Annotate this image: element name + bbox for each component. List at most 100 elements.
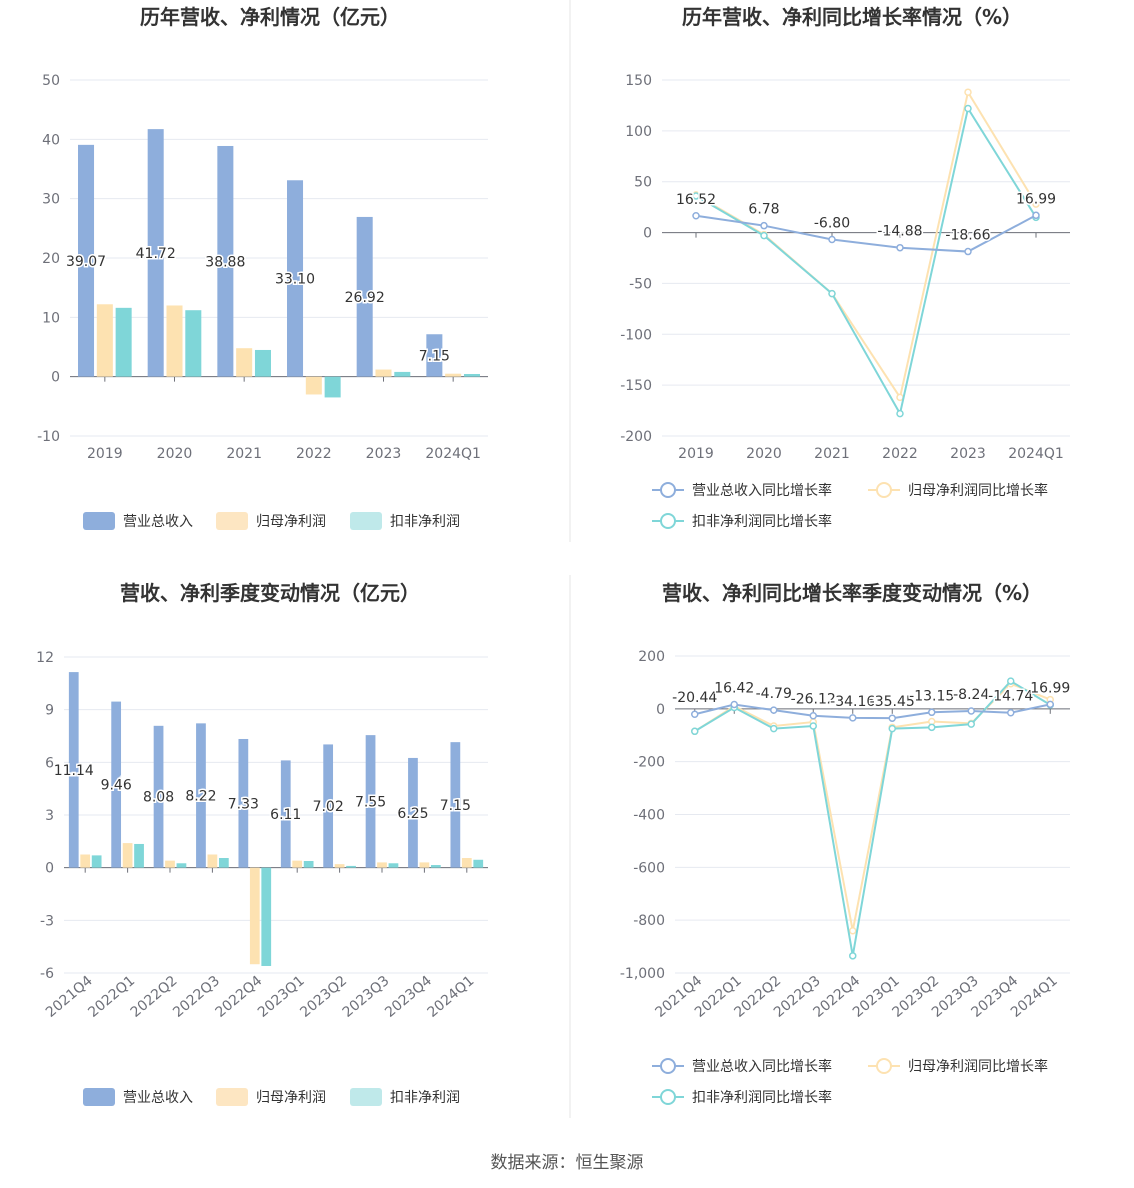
chart1-data-label: -14.88	[877, 224, 922, 240]
chart1-category-label: 2019	[678, 446, 714, 462]
chart1-category-label: 2021	[814, 446, 850, 462]
chart0-category-label: 2023	[366, 446, 402, 462]
chart1-data-label: 16.52	[676, 192, 716, 208]
chart0-bar-parent-profit	[166, 305, 183, 377]
chart0-legend-swatch	[350, 512, 382, 530]
chart2-bar-deducted-profit	[218, 858, 229, 868]
chart2-bar-deducted-profit	[303, 860, 314, 868]
chart3-legend-label: 归母净利润同比增长率	[908, 1058, 1048, 1075]
chart0-category-label: 2022	[296, 446, 332, 462]
chart2-bar-deducted-profit	[430, 865, 441, 868]
chart3-data-label: -35.45	[870, 694, 915, 710]
chart1-point-revenue	[896, 243, 904, 252]
chart2-bar-revenue	[196, 723, 206, 868]
chart2-bar-revenue	[153, 725, 164, 868]
chart3-ytick-label: 0	[656, 702, 665, 718]
chart3-point-revenue	[1046, 700, 1054, 709]
chart3-legend-label: 扣非净利润同比增长率	[692, 1089, 832, 1106]
chart2-data-label: 8.08	[143, 790, 174, 806]
chart2-bar-deducted-profit	[473, 859, 484, 868]
chart2-category-label: 2022Q3	[170, 973, 223, 1021]
chart3-point-parent-profit	[849, 926, 857, 935]
chart3-ytick-label: -400	[633, 808, 665, 824]
chart1-point-parent-profit	[896, 393, 904, 402]
chart3-data-label: 16.99	[1030, 680, 1070, 696]
chart3-legend-marker	[660, 1058, 676, 1074]
chart3-line-revenue	[694, 703, 1051, 720]
chart1-point-deducted-profit	[964, 104, 972, 113]
chart1-data-label: -6.80	[814, 215, 850, 231]
chart0-data-label: 26.92	[345, 290, 385, 306]
chart0-ytick-label: -10	[37, 429, 60, 445]
chart1-ytick-label: 0	[643, 226, 652, 242]
source-note: 数据来源：恒生聚源	[491, 1153, 644, 1173]
chart3-point-revenue	[967, 707, 975, 715]
chart2-bar-deducted-profit	[388, 863, 399, 868]
chart3-data-label: -34.16	[830, 694, 875, 710]
chart1-ytick-label: -50	[629, 276, 652, 292]
chart0-category-label: 2024Q1	[425, 446, 481, 462]
chart1-ytick-label: 100	[625, 124, 652, 140]
chart2-title: 营收、净利季度变动情况（亿元）	[120, 581, 420, 605]
chart1-line-parent-profit	[695, 89, 1037, 400]
chart2-bar-parent-profit	[377, 862, 387, 868]
chart2-bar-revenue	[408, 757, 418, 868]
chart2-legend-label: 扣非净利润	[390, 1090, 460, 1106]
chart0-legend-label: 归母净利润	[256, 513, 326, 530]
chart3-ytick-label: 200	[638, 649, 665, 665]
chart3-point-revenue	[888, 714, 896, 722]
chart1-ytick-label: -100	[620, 327, 652, 343]
chart2-ytick-label: -6	[40, 966, 54, 982]
chart0-legend-swatch	[216, 512, 248, 530]
chart3-point-deducted-profit	[967, 720, 975, 728]
chart3-point-deducted-profit	[691, 727, 699, 736]
chart0-bar-deducted-profit	[185, 310, 202, 377]
chart2-bar-parent-profit	[122, 843, 133, 868]
chart2-bar-parent-profit	[249, 867, 260, 965]
chart2-category-label: 2023Q2	[297, 973, 350, 1021]
chart3-ytick-label: -1,000	[620, 966, 665, 982]
chart3-data-label: -14.74	[988, 689, 1033, 705]
chart0-ytick-label: 30	[42, 192, 60, 208]
chart1-point-revenue	[1032, 211, 1040, 220]
chart1-legend-label: 归母净利润同比增长率	[908, 482, 1048, 499]
chart0-legend-label: 营业总收入	[123, 514, 193, 530]
chart1-legend-label: 营业总收入同比增长率	[692, 482, 832, 499]
chart0-ytick-label: 50	[42, 73, 60, 89]
chart1-line-revenue	[695, 214, 1037, 253]
chart2-bar-deducted-profit	[261, 867, 272, 966]
chart3-point-revenue	[691, 710, 699, 718]
chart2-ytick-label: 0	[45, 861, 54, 877]
chart1-ytick-label: 50	[634, 175, 652, 191]
chart2-data-label: 7.15	[440, 798, 471, 814]
chart3-point-revenue	[809, 711, 817, 720]
chart1-legend-label: 扣非净利润同比增长率	[692, 513, 832, 530]
chart1-title: 历年营收、净利同比增长率情况（%）	[682, 5, 1022, 29]
chart0-category-label: 2020	[157, 446, 193, 462]
chart1-data-label: 16.99	[1016, 191, 1056, 207]
chart1-data-label: -18.66	[945, 228, 990, 244]
chart2-category-label: 2023Q3	[340, 973, 393, 1021]
chart1-point-revenue	[964, 247, 972, 256]
chart3-point-revenue	[770, 706, 778, 714]
chart1-point-revenue	[828, 235, 836, 244]
chart1-ytick-label: 150	[625, 73, 652, 89]
chart0-bar-revenue	[78, 144, 95, 377]
chart1-point-revenue	[760, 221, 768, 230]
chart2-ytick-label: 9	[45, 703, 54, 719]
chart0-ytick-label: 0	[51, 370, 60, 386]
chart2-bar-deducted-profit	[346, 865, 356, 868]
chart2-ytick-label: 6	[45, 755, 54, 771]
chart2-data-label: 7.33	[228, 796, 259, 812]
chart2-bar-revenue	[365, 735, 376, 868]
chart0-bar-parent-profit	[96, 304, 113, 377]
chart2-category-label: 2022Q1	[85, 973, 138, 1021]
chart0-legend-swatch	[83, 512, 115, 530]
chart1-category-label: 2024Q1	[1008, 446, 1064, 462]
chart3-point-deducted-profit	[888, 724, 896, 733]
chart3-data-label: -4.79	[756, 686, 792, 702]
chart3-data-label: -8.24	[953, 687, 989, 703]
chart2-data-label: 7.55	[355, 794, 386, 810]
